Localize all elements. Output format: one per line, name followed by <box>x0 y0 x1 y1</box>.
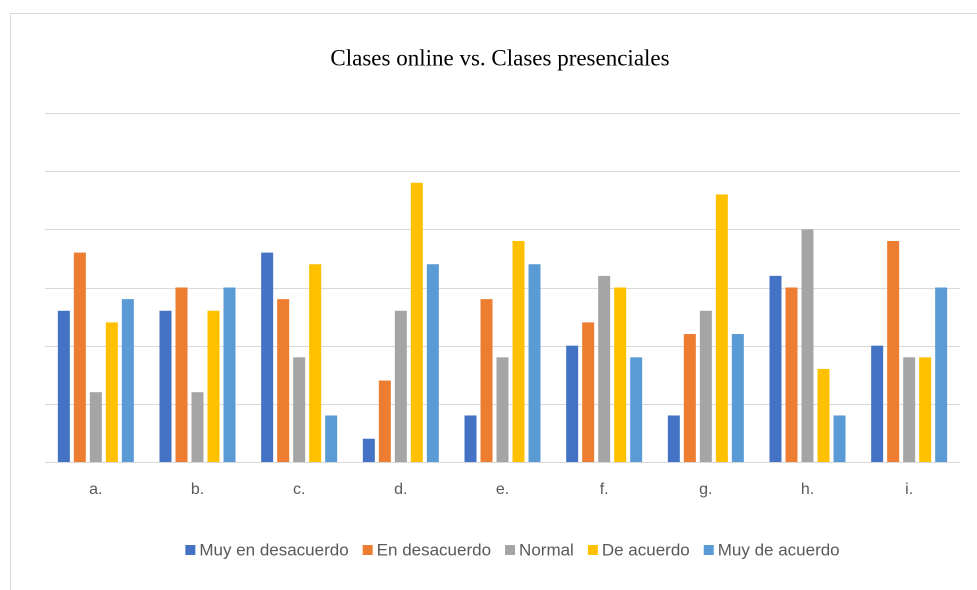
bar <box>121 299 134 462</box>
bar <box>801 229 814 462</box>
bar <box>325 415 338 462</box>
legend-swatch <box>587 545 598 555</box>
bar <box>73 252 86 462</box>
bar <box>630 357 643 462</box>
legend-label: Normal <box>519 540 574 559</box>
bar <box>277 299 290 462</box>
bar <box>175 287 188 462</box>
bar <box>309 264 322 462</box>
bar <box>159 310 172 462</box>
bar <box>903 357 916 462</box>
chart-border <box>10 13 977 590</box>
bar <box>817 368 830 462</box>
bar <box>887 240 900 462</box>
bar <box>769 275 782 462</box>
x-tick-label: h. <box>801 481 814 498</box>
bar <box>191 392 204 462</box>
bar <box>715 194 728 462</box>
x-tick-label: b. <box>191 481 204 498</box>
x-tick-label: e. <box>496 481 509 498</box>
x-tick-label: f. <box>600 481 609 498</box>
bar <box>378 380 391 462</box>
legend-label: Muy de acuerdo <box>718 540 840 559</box>
bar <box>362 438 375 462</box>
bar <box>935 287 948 462</box>
bar <box>426 264 439 462</box>
x-tick-label: i. <box>905 481 913 498</box>
bar <box>614 287 627 462</box>
x-tick-label: g. <box>699 481 712 498</box>
bar <box>598 275 611 462</box>
chart-title: Clases online vs. Clases presenciales <box>330 45 669 70</box>
legend-swatch <box>703 545 714 555</box>
legend-label: En desacuerdo <box>377 540 491 559</box>
bar <box>833 415 846 462</box>
x-tick-label: a. <box>89 481 102 498</box>
legend-label: De acuerdo <box>602 540 690 559</box>
bar <box>480 299 493 462</box>
bar <box>410 182 423 463</box>
bar <box>871 345 884 462</box>
bar <box>919 357 932 462</box>
bar <box>582 322 595 462</box>
bar <box>89 392 102 462</box>
bar <box>293 357 306 462</box>
bar <box>785 287 798 462</box>
bar <box>464 415 477 462</box>
bar <box>731 334 744 462</box>
bar <box>699 310 712 462</box>
bar <box>683 334 696 462</box>
bar <box>496 357 509 462</box>
bar <box>566 345 579 462</box>
bar <box>667 415 680 462</box>
bar <box>394 310 407 462</box>
legend-swatch <box>505 545 516 555</box>
bar <box>512 240 525 462</box>
bar <box>528 264 541 462</box>
bar <box>105 322 118 462</box>
x-tick-label: c. <box>293 481 305 498</box>
x-tick-label: d. <box>394 481 407 498</box>
legend-swatch <box>362 545 373 555</box>
legend-swatch <box>185 545 196 555</box>
bar <box>261 252 274 462</box>
bar <box>207 310 220 462</box>
bar <box>57 310 70 462</box>
bar <box>223 287 236 462</box>
legend-label: Muy en desacuerdo <box>199 540 348 559</box>
